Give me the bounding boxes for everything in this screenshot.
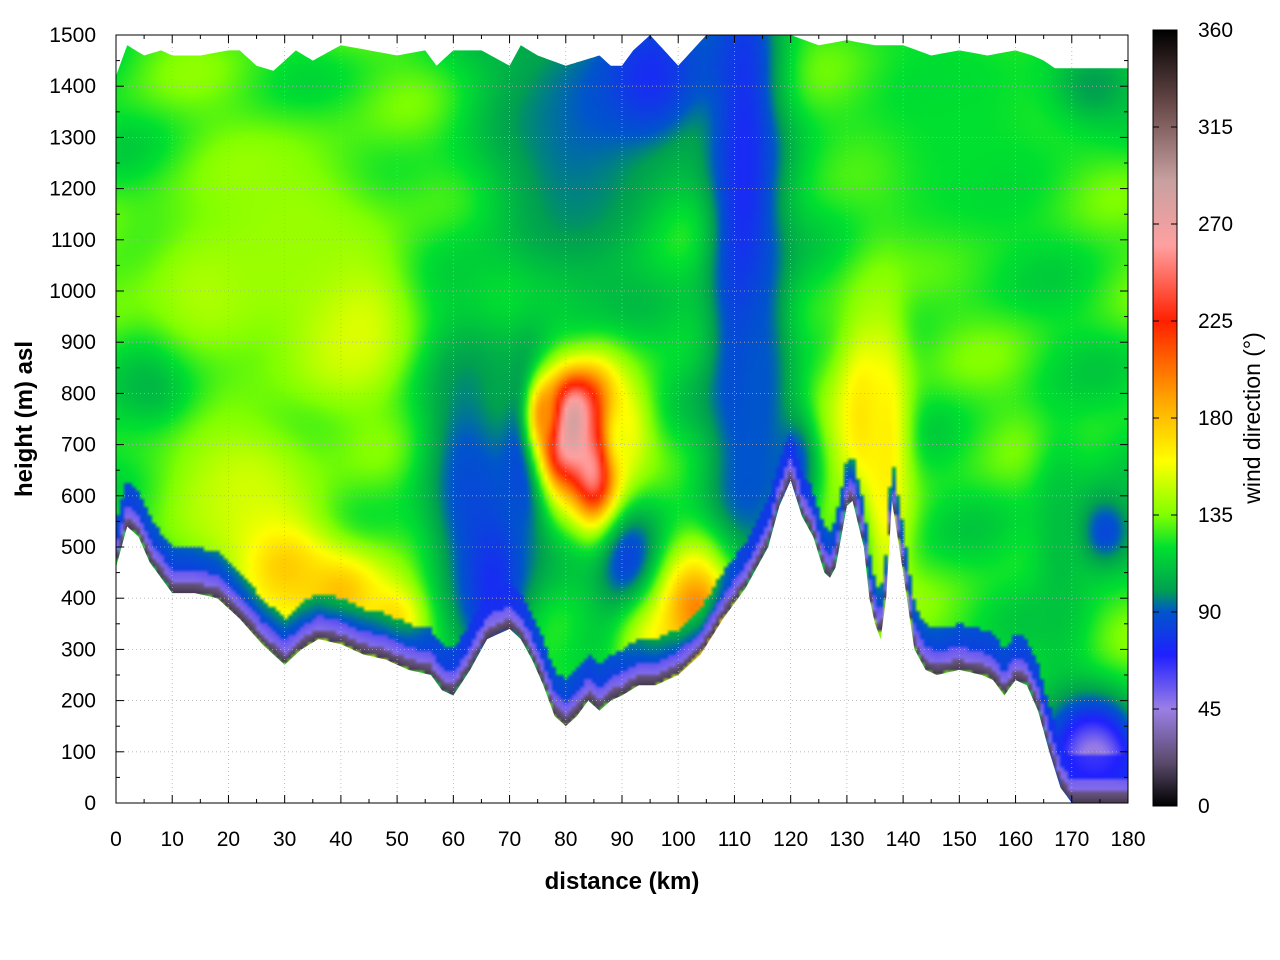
colorbar-tick-label: 360 (1198, 19, 1233, 42)
y-tick-label: 400 (61, 587, 96, 610)
grid (116, 35, 1128, 803)
x-tick-label: 60 (442, 828, 465, 851)
x-tick-label: 20 (217, 828, 240, 851)
y-tick-label: 200 (61, 690, 96, 713)
x-tick-label: 70 (498, 828, 521, 851)
x-tick-label: 10 (161, 828, 184, 851)
y-tick-label: 1000 (49, 280, 96, 303)
x-tick-label: 180 (1110, 828, 1145, 851)
x-tick-label: 30 (273, 828, 296, 851)
colorbar-tick-label: 270 (1198, 213, 1233, 236)
y-tick-label: 1300 (49, 126, 96, 149)
x-tick-label: 50 (385, 828, 408, 851)
x-tick-label: 100 (661, 828, 696, 851)
x-tick-label: 40 (329, 828, 352, 851)
x-tick-label: 120 (773, 828, 808, 851)
y-axis-title: height (m) asl (11, 341, 38, 497)
x-axis-title: distance (km) (545, 868, 700, 895)
x-tick-label: 90 (610, 828, 633, 851)
x-tick-label: 150 (942, 828, 977, 851)
x-tick-label: 80 (554, 828, 577, 851)
y-tick-label: 1500 (49, 24, 96, 47)
y-tick-label: 900 (61, 331, 96, 354)
x-tick-label: 110 (718, 828, 751, 851)
colorbar-tick-label: 225 (1198, 310, 1233, 333)
y-tick-label: 500 (61, 536, 96, 559)
colorbar-title: wind direction (°) (1239, 332, 1265, 505)
y-tick-label: 1100 (51, 229, 96, 252)
colorbar-ticks: 0 45 90 135 180 225 270 315 360 (1153, 19, 1233, 818)
x-tick-label: 160 (998, 828, 1033, 851)
y-tick-label: 1400 (49, 75, 96, 98)
colorbar-tick-label: 90 (1198, 601, 1221, 624)
x-axis: 0 10 20 30 40 50 60 70 80 90 100 110 120 130 140 150 160… (110, 35, 1146, 851)
y-tick-label: 100 (61, 741, 96, 764)
y-tick-label: 300 (61, 638, 96, 661)
y-tick-label: 0 (84, 792, 96, 815)
colorbar-tick-label: 135 (1198, 504, 1233, 527)
x-tick-label: 170 (1054, 828, 1089, 851)
x-tick-label: 130 (829, 828, 864, 851)
x-tick-label: 0 (110, 828, 122, 851)
colorbar: 0 45 90 135 180 225 270 315 360 wind direction (… (1152, 19, 1265, 818)
y-tick-label: 1200 (49, 178, 96, 201)
x-tick-label: 140 (886, 828, 921, 851)
y-tick-label: 700 (61, 434, 96, 457)
colorbar-tick-label: 0 (1198, 795, 1210, 818)
y-tick-label: 600 (61, 485, 96, 508)
colorbar-tick-label: 45 (1198, 698, 1221, 721)
colorbar-tick-label: 180 (1198, 407, 1233, 430)
colorbar-tick-label: 315 (1198, 116, 1233, 139)
y-tick-label: 800 (61, 382, 96, 405)
y-axis: 0 100 200 300 400 500 600 700 800 900 1000 1100 1200… (49, 24, 1128, 815)
